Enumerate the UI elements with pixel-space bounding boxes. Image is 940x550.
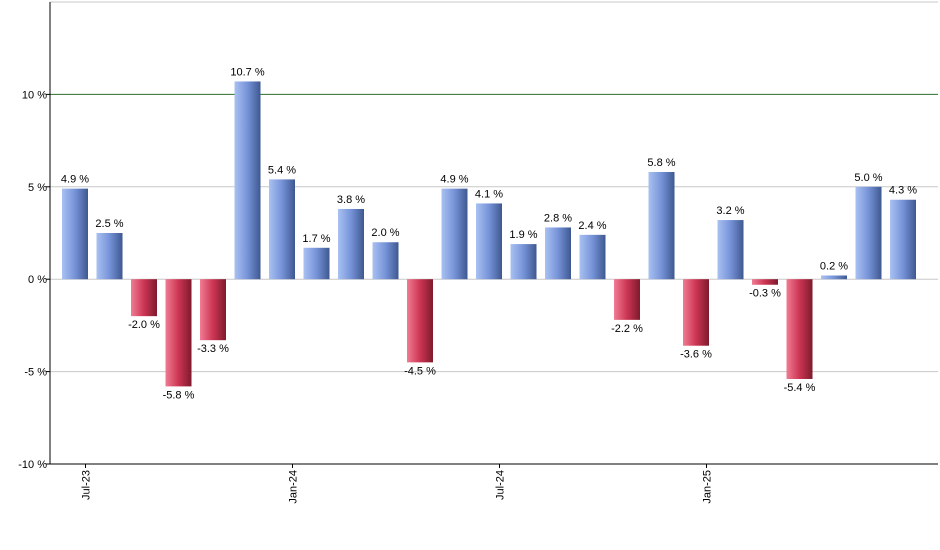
- data-label: 3.2 %: [716, 205, 744, 217]
- data-label: 5.8 %: [647, 157, 675, 169]
- data-label: 2.8 %: [544, 212, 572, 224]
- y-tick-label: 10 %: [22, 89, 47, 101]
- data-label: -5.4 %: [784, 382, 816, 394]
- bar: [545, 227, 571, 280]
- bar: [476, 203, 502, 280]
- y-tick-label: 0 %: [28, 274, 47, 286]
- bar: [821, 275, 847, 280]
- x-tick-label: Jul-24: [495, 470, 507, 500]
- data-label: 2.0 %: [371, 227, 399, 239]
- data-label: 2.4 %: [578, 220, 606, 232]
- bar: [579, 234, 606, 280]
- bar: [372, 242, 399, 280]
- x-tick-label: Jan-25: [702, 470, 714, 504]
- bar: [62, 188, 88, 280]
- bar: [338, 208, 364, 280]
- data-label: 3.8 %: [337, 194, 365, 206]
- data-label: 1.9 %: [509, 229, 537, 241]
- data-label: -3.6 %: [680, 349, 712, 361]
- data-label: 5.0 %: [854, 172, 882, 184]
- data-label: 4.1 %: [475, 188, 503, 200]
- bar: [510, 244, 537, 280]
- data-label: -3.3 %: [197, 343, 229, 355]
- data-label: -0.3 %: [749, 288, 781, 300]
- bar: [96, 233, 123, 280]
- x-tick-label: Jan-24: [288, 470, 300, 504]
- bar: [234, 81, 261, 280]
- bar: [441, 188, 468, 280]
- bar: [131, 279, 157, 317]
- bar: [786, 279, 813, 379]
- data-label: 4.9 %: [61, 174, 89, 186]
- bar: [303, 247, 330, 280]
- data-labels: 4.9 % 2.5 % -2.0 % -5.8 % -3.3 % 10.7 % 5.4 % 1…: [61, 66, 917, 401]
- bar: [855, 186, 882, 280]
- bar: [200, 279, 226, 341]
- data-label: 4.3 %: [889, 185, 917, 197]
- bar: [683, 279, 709, 346]
- bar: [407, 279, 433, 363]
- data-label: 10.7 %: [230, 66, 264, 78]
- y-tick-label: -10 %: [18, 459, 47, 471]
- bar: [717, 220, 744, 280]
- data-label: 4.9 %: [440, 174, 468, 186]
- y-tick-label: 5 %: [28, 182, 47, 194]
- bar: [890, 199, 916, 280]
- data-label: -2.2 %: [611, 323, 643, 335]
- data-label: 1.7 %: [302, 233, 330, 245]
- x-tick-label: Jul-23: [81, 470, 93, 500]
- y-tick-label: -5 %: [24, 367, 47, 379]
- bar: [752, 279, 778, 285]
- bar: [165, 279, 192, 387]
- data-label: 5.4 %: [268, 164, 296, 176]
- data-label: -2.0 %: [128, 319, 160, 331]
- data-label: 2.5 %: [95, 218, 123, 230]
- axes: -10 % -5 % 0 % 5 % 10 % Jul-23 Jan-24 Jul-24 Jan…: [18, 2, 938, 504]
- bar: [614, 279, 640, 320]
- bar: [269, 179, 295, 280]
- data-label: 0.2 %: [820, 261, 848, 273]
- data-label: -4.5 %: [404, 365, 436, 377]
- bar: [648, 172, 675, 280]
- data-label: -5.8 %: [163, 389, 195, 401]
- bars: [62, 81, 916, 387]
